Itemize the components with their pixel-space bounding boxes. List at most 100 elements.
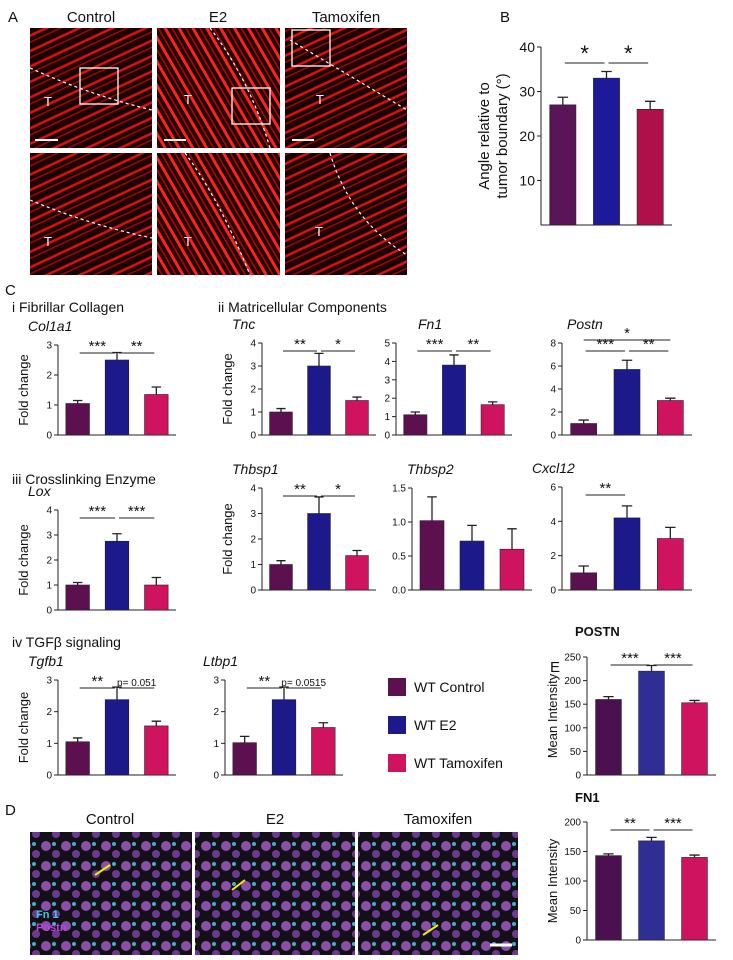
bar [636, 109, 664, 226]
y-tick-label: 10 [519, 172, 535, 188]
y-tick-label: 30 [519, 83, 535, 99]
bar [65, 584, 90, 611]
error-bar [621, 359, 633, 370]
significance-label: *** [664, 815, 682, 832]
panel-a-images [29, 27, 408, 276]
error-bar [507, 528, 517, 550]
chart-title: FN1 [575, 790, 600, 805]
significance-label: *** [426, 336, 444, 353]
column-label: E2 [266, 811, 284, 828]
bar [613, 369, 641, 436]
bar [307, 513, 331, 591]
significance-label: p= 0.051 [117, 678, 157, 689]
error-bar [578, 419, 589, 424]
column-label: Tamoxifen [312, 9, 380, 26]
bar [269, 411, 293, 436]
column-label: E2 [209, 9, 227, 26]
section-label: i Fibrillar Collagen [12, 299, 124, 315]
y-tick-label: 1 [46, 739, 52, 750]
significance-label: ** [599, 480, 611, 497]
significance-label: ** [131, 338, 143, 355]
bar [403, 414, 428, 436]
section-label: iv TGFβ signaling [12, 634, 121, 650]
y-tick-label: 40 [519, 39, 535, 55]
bar [595, 699, 622, 776]
error-bar [557, 96, 569, 105]
legend-swatch [388, 716, 406, 734]
significance-label: * [335, 481, 341, 498]
column-label: Control [67, 9, 115, 26]
y-tick-label: 4 [550, 385, 556, 396]
error-bar [644, 100, 656, 110]
y-tick-label: 2 [550, 551, 556, 562]
bar [570, 572, 597, 591]
chart-title: Tnc [232, 316, 255, 332]
y-tick-label: 4 [550, 517, 556, 528]
y-tick-label: 150 [564, 700, 581, 711]
y-tick-label: 2 [384, 394, 390, 405]
y-tick-label: 200 [564, 676, 581, 687]
chart-title: Fn1 [418, 316, 442, 332]
significance-label: ** [294, 336, 306, 353]
error-bar [72, 399, 83, 404]
y-tick-label: 0 [550, 586, 556, 597]
error-bar [112, 351, 122, 360]
error-bar [449, 354, 459, 366]
y-tick-label: 1 [213, 739, 219, 750]
y-tick-label: 4 [250, 484, 256, 495]
stain-label: Postn [36, 922, 67, 934]
y-tick-label: 8 [550, 339, 556, 350]
error-bar [578, 565, 589, 573]
error-bar [314, 352, 324, 366]
section-label: iii Crosslinking Enzyme [12, 471, 156, 487]
panel-label: A [8, 9, 18, 26]
y-tick-label: 0 [250, 431, 256, 442]
y-tick-label: 0 [384, 431, 390, 442]
significance-label: ** [258, 673, 270, 690]
y-axis-label: Fold change [16, 524, 31, 596]
stain-label: Fn 1 [36, 909, 59, 921]
bar [681, 702, 708, 776]
error-bar [314, 496, 324, 514]
bar [104, 359, 130, 436]
y-tick-label: 0 [575, 936, 581, 947]
y-tick-label: 100 [564, 723, 581, 734]
error-bar [621, 505, 633, 518]
error-bar [151, 576, 162, 585]
error-bar [603, 853, 614, 856]
bar [570, 423, 597, 436]
y-axis-label: Fold change [220, 503, 235, 575]
bar [269, 564, 293, 591]
error-bar [151, 386, 162, 395]
significance-label: ** [91, 673, 103, 690]
chart-title: Col1a1 [28, 318, 72, 334]
error-bar [72, 737, 83, 742]
significance-label: *** [597, 336, 615, 353]
bar [144, 584, 169, 611]
y-tick-label: 1.0 [392, 518, 406, 529]
error-bar [601, 70, 612, 79]
column-label: Tamoxifen [404, 811, 472, 828]
y-tick-label: 3 [250, 362, 256, 373]
chart-title: Thbsp2 [407, 461, 454, 477]
bar [681, 857, 708, 941]
y-tick-label: 0 [46, 606, 52, 617]
y-tick-label: 0 [46, 771, 52, 782]
chart-title: Lox [28, 483, 52, 499]
significance-label: * [580, 41, 589, 66]
bar [144, 725, 169, 776]
y-tick-label: 3 [213, 676, 219, 687]
legend-label: WT E2 [414, 717, 457, 733]
significance-label: ** [294, 481, 306, 498]
bar [311, 727, 336, 776]
bar [271, 699, 297, 776]
panel-label: E [550, 659, 560, 676]
panel-label: D [5, 802, 16, 819]
y-axis-label: tumor boundary (°) [494, 73, 511, 198]
bar [65, 741, 90, 776]
legend-swatch [388, 678, 406, 696]
